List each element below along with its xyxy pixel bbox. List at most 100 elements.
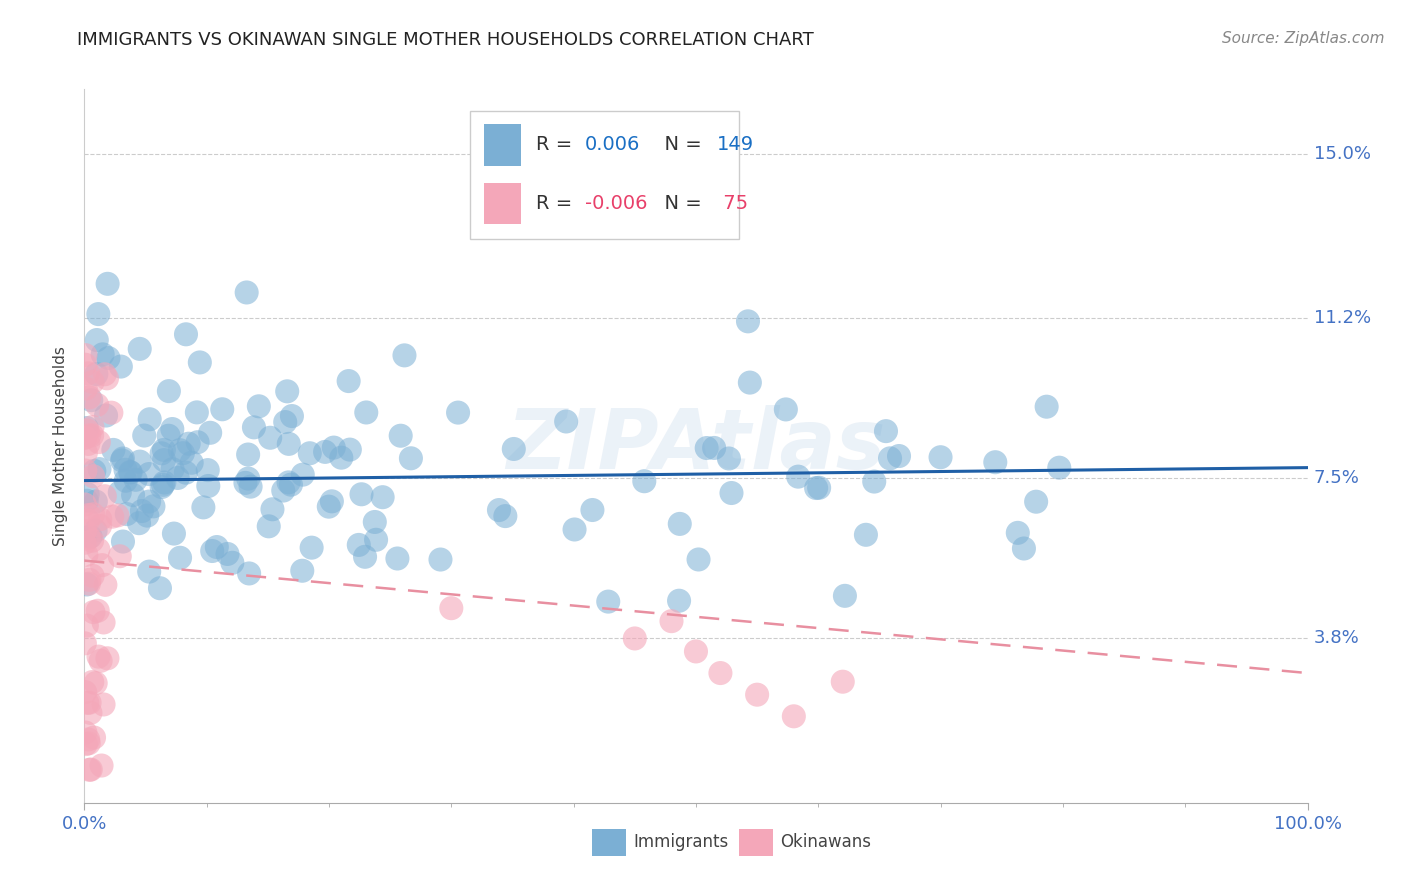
Point — [108, 549, 131, 564]
Point — [111, 534, 134, 549]
Point — [107, 508, 129, 523]
Point — [87, 649, 110, 664]
Point — [211, 402, 233, 417]
Point — [75, 382, 97, 396]
Y-axis label: Single Mother Households: Single Mother Households — [53, 346, 69, 546]
Point — [73, 430, 96, 444]
Point — [280, 477, 302, 491]
Point — [87, 604, 110, 618]
Point — [83, 731, 105, 745]
Point — [80, 393, 103, 408]
Point — [73, 524, 96, 538]
Point — [738, 376, 761, 390]
Point — [339, 442, 361, 457]
Point — [94, 409, 117, 423]
Point — [76, 618, 98, 632]
Point — [80, 763, 103, 777]
Point — [77, 437, 100, 451]
Point — [91, 347, 114, 361]
Point — [150, 446, 173, 460]
Text: N =: N = — [652, 136, 709, 154]
Point — [747, 688, 769, 702]
Point — [291, 564, 314, 578]
Point — [502, 442, 524, 456]
Point — [855, 528, 877, 542]
Point — [1035, 400, 1057, 414]
Point — [277, 437, 299, 451]
Point — [169, 550, 191, 565]
Point — [787, 469, 810, 483]
Text: 149: 149 — [717, 136, 754, 154]
Text: IMMIGRANTS VS OKINAWAN SINGLE MOTHER HOUSEHOLDS CORRELATION CHART: IMMIGRANTS VS OKINAWAN SINGLE MOTHER HOU… — [77, 31, 814, 49]
Point — [354, 549, 377, 564]
Point — [114, 474, 136, 488]
Point — [76, 487, 98, 501]
Point — [389, 428, 412, 442]
Point — [193, 500, 215, 515]
Text: N =: N = — [652, 194, 709, 213]
Bar — [484, 183, 522, 224]
Bar — [738, 830, 773, 856]
Point — [84, 524, 107, 538]
Point — [172, 446, 194, 460]
Point — [262, 502, 284, 516]
Point — [696, 441, 718, 455]
Point — [79, 763, 101, 777]
Point — [93, 698, 115, 712]
Point — [201, 544, 224, 558]
Point — [318, 500, 340, 514]
Point — [298, 446, 321, 460]
Point — [73, 636, 96, 650]
Point — [157, 428, 180, 442]
Point — [77, 736, 100, 750]
Point — [75, 725, 97, 739]
Point — [77, 508, 100, 522]
Point — [77, 391, 100, 405]
Point — [440, 601, 463, 615]
Point — [1007, 525, 1029, 540]
Point — [96, 651, 118, 665]
Text: Immigrants: Immigrants — [634, 833, 728, 851]
Text: 11.2%: 11.2% — [1313, 310, 1371, 327]
Point — [863, 475, 886, 489]
Point — [153, 475, 176, 490]
Point — [79, 530, 101, 544]
Text: 15.0%: 15.0% — [1313, 145, 1371, 163]
Point — [108, 485, 131, 500]
Point — [90, 654, 112, 668]
Point — [138, 494, 160, 508]
Point — [276, 384, 298, 399]
Point — [152, 478, 174, 492]
Point — [624, 632, 647, 646]
Text: 7.5%: 7.5% — [1313, 469, 1360, 487]
Point — [76, 421, 98, 435]
Point — [84, 676, 107, 690]
Point — [82, 428, 104, 442]
Text: Source: ZipAtlas.com: Source: ZipAtlas.com — [1222, 31, 1385, 46]
Point — [399, 451, 422, 466]
Point — [149, 581, 172, 595]
Point — [138, 412, 160, 426]
Point — [150, 480, 173, 494]
Point — [984, 455, 1007, 469]
Point — [75, 446, 97, 460]
Point — [661, 614, 683, 628]
Point — [77, 531, 100, 545]
Point — [79, 573, 101, 587]
Point — [89, 519, 111, 533]
Point — [1047, 460, 1070, 475]
Point — [394, 348, 416, 362]
Point — [429, 552, 451, 566]
Point — [131, 504, 153, 518]
Point — [153, 442, 176, 457]
Point — [564, 523, 586, 537]
Point — [94, 489, 117, 503]
Point — [929, 450, 952, 465]
Point — [79, 696, 101, 710]
Point — [162, 422, 184, 436]
Point — [82, 569, 104, 583]
Point — [76, 424, 98, 438]
Point — [162, 462, 184, 476]
Point — [97, 277, 120, 291]
Point — [114, 463, 136, 477]
